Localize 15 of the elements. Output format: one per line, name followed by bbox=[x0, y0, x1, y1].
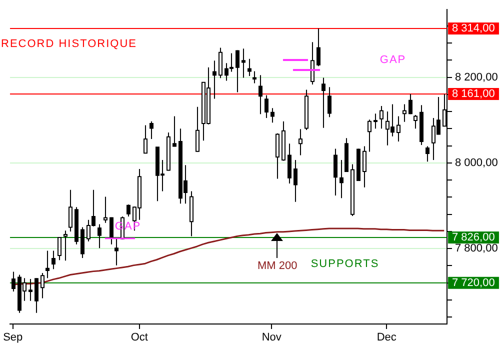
ref-line-label: 7 720,00 bbox=[452, 276, 495, 289]
annotation: RECORD HISTORIQUE bbox=[1, 38, 137, 50]
y-tick-label: 8 000,00 bbox=[455, 156, 498, 169]
text: MM 200 bbox=[258, 260, 298, 272]
ref-line-label: 8 161,00 bbox=[452, 88, 495, 100]
ref-line-label: 7 826,00 bbox=[452, 232, 495, 244]
annotation: GAP bbox=[380, 54, 406, 66]
x-tick-label: Nov bbox=[262, 332, 282, 344]
x-tick-label: Sep bbox=[3, 332, 23, 344]
y-tick-label: 8 200,00 bbox=[455, 71, 498, 84]
annotation: SUPPORTS bbox=[310, 258, 380, 270]
x-tick-label: Dec bbox=[376, 332, 397, 344]
x-tick-label: Oct bbox=[130, 332, 148, 344]
y-tick-label: 7 800,00 bbox=[455, 242, 498, 255]
ref-line-label: 8 314,00 bbox=[452, 22, 495, 34]
